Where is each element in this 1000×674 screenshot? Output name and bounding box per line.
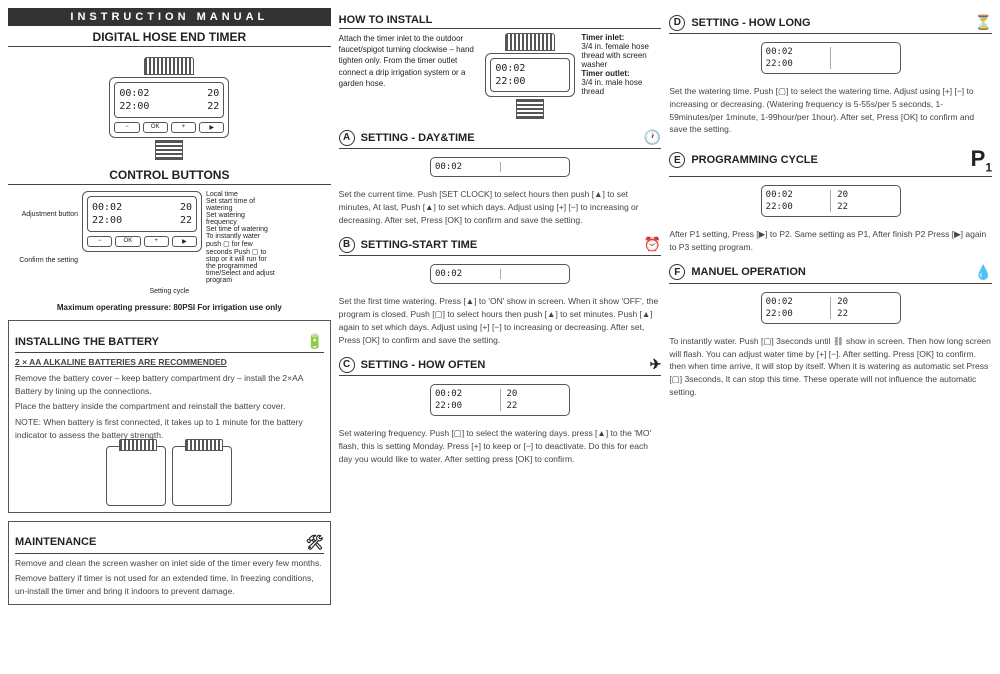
install-device: 00:0222:00 xyxy=(485,33,575,119)
timer-illustration: 00:0220 22:0022 − OK + ▶ xyxy=(109,57,229,160)
tools-icon: 🛠 xyxy=(306,534,324,551)
drop-icon: 💧 xyxy=(975,264,992,281)
lcd-A: 00:02 xyxy=(430,157,570,177)
callout-time: Set time of watering xyxy=(206,226,276,233)
outlet-illustration xyxy=(155,140,183,160)
column-1: INSTRUCTION MANUAL DIGITAL HOSE END TIME… xyxy=(8,8,331,666)
section-F: F MANUEL OPERATION 💧 xyxy=(669,264,992,284)
install-text: Attach the timer inlet to the outdoor fa… xyxy=(339,33,480,89)
lcd-F: 00:0222:00 2022 xyxy=(761,292,901,324)
manual-banner: INSTRUCTION MANUAL xyxy=(8,8,331,26)
maintenance-section: MAINTENANCE 🛠 Remove and clean the scree… xyxy=(8,521,331,605)
battery-title: INSTALLING THE BATTERY xyxy=(15,336,159,348)
maint-t1: Remove and clean the screen washer on in… xyxy=(15,557,324,570)
text-D: Set the watering time. Push [▢] to selec… xyxy=(669,85,992,136)
battery-sub: 2 × AA ALKALINE BATTERIES ARE RECOMMENDE… xyxy=(15,356,324,369)
callout-confirm: Confirm the setting xyxy=(8,257,78,264)
text-E: After P1 setting, Press [▶] to P2. Same … xyxy=(669,228,992,254)
hw-plus: + xyxy=(171,122,196,133)
maint-t2: Remove battery if timer is not used for … xyxy=(15,572,324,598)
section-D: D SETTING - HOW LONG ⏳ xyxy=(669,14,992,34)
section-B: B SETTING-START TIME ⏰ xyxy=(339,236,662,256)
P1-label: P1 xyxy=(971,146,992,174)
lcd-C: 00:0222:00 2022 xyxy=(430,384,570,416)
section-C: C SETTING - HOW OFTEN ✈ xyxy=(339,356,662,376)
alarm-icon: ⏰ xyxy=(644,236,661,253)
text-B: Set the first time watering. Press [▲] t… xyxy=(339,295,662,346)
inlet-illustration xyxy=(144,57,194,75)
battery-fig xyxy=(15,446,324,506)
install-fig: Attach the timer inlet to the outdoor fa… xyxy=(339,33,662,119)
badge-E: E xyxy=(669,152,685,168)
hw-prog: ▶ xyxy=(199,122,224,133)
lcd-D: 00:0222:00 xyxy=(761,42,901,74)
callout-local: Local time xyxy=(206,191,276,198)
callout-start: Set start time of watering xyxy=(206,198,276,212)
battery-section: INSTALLING THE BATTERY 🔋 2 × AA ALKALINE… xyxy=(8,320,331,513)
maintenance-title: MAINTENANCE xyxy=(15,536,96,548)
column-3: D SETTING - HOW LONG ⏳ 00:0222:00 Set th… xyxy=(669,8,992,666)
badge-B: B xyxy=(339,237,355,253)
section-E: E PROGRAMMING CYCLE P1 xyxy=(669,146,992,177)
hw-ok: OK xyxy=(143,122,168,133)
column-2: HOW TO INSTALL Attach the timer inlet to… xyxy=(339,8,662,666)
section-A: A SETTING - DAY&TIME 🕐 xyxy=(339,129,662,149)
badge-A: A xyxy=(339,130,355,146)
lcd-B: 00:02 xyxy=(430,264,570,284)
text-C: Set watering frequency. Push [▢] to sele… xyxy=(339,427,662,465)
lcd-screen: 00:0220 22:0022 xyxy=(114,82,224,118)
battery-note: NOTE: When battery is first connected, i… xyxy=(15,416,324,442)
callout-freq: Set watering frequency xyxy=(206,212,276,226)
paper-icon: ✈ xyxy=(650,356,662,373)
badge-F: F xyxy=(669,264,685,280)
lcd-E: 00:0222:00 2022 xyxy=(761,185,901,217)
timer-illustration-2: 00:0220 22:0022 −OK+▶ xyxy=(82,191,202,284)
callout-adjustment: Adjustment button xyxy=(8,211,78,218)
battery-icon: 🔋 xyxy=(306,333,323,350)
text-F: To instantly water. Push [▢] 3seconds un… xyxy=(669,335,992,399)
badge-C: C xyxy=(339,357,355,373)
timer-body: 00:0220 22:0022 − OK + ▶ xyxy=(109,77,229,138)
hourglass-icon: ⏳ xyxy=(975,14,992,31)
text-A: Set the current time. Push [SET CLOCK] t… xyxy=(339,188,662,226)
battery-t2: Place the battery inside the compartment… xyxy=(15,400,324,413)
control-callouts: Adjustment button Confirm the setting 00… xyxy=(8,191,331,284)
callout-instant: To instantly water push ▢ for few second… xyxy=(206,233,276,284)
callout-cycle: Setting cycle xyxy=(8,288,331,295)
install-title: HOW TO INSTALL xyxy=(339,14,433,26)
product-title: DIGITAL HOSE END TIMER xyxy=(8,30,331,47)
control-buttons-title: CONTROL BUTTONS xyxy=(8,168,331,185)
battery-t1: Remove the battery cover – keep battery … xyxy=(15,372,324,398)
pressure-note: Maximum operating pressure: 80PSI For ir… xyxy=(8,303,331,312)
badge-D: D xyxy=(669,15,685,31)
hw-minus: − xyxy=(114,122,139,133)
clock-icon: 🕐 xyxy=(644,129,661,146)
hw-buttons: − OK + ▶ xyxy=(114,122,224,133)
